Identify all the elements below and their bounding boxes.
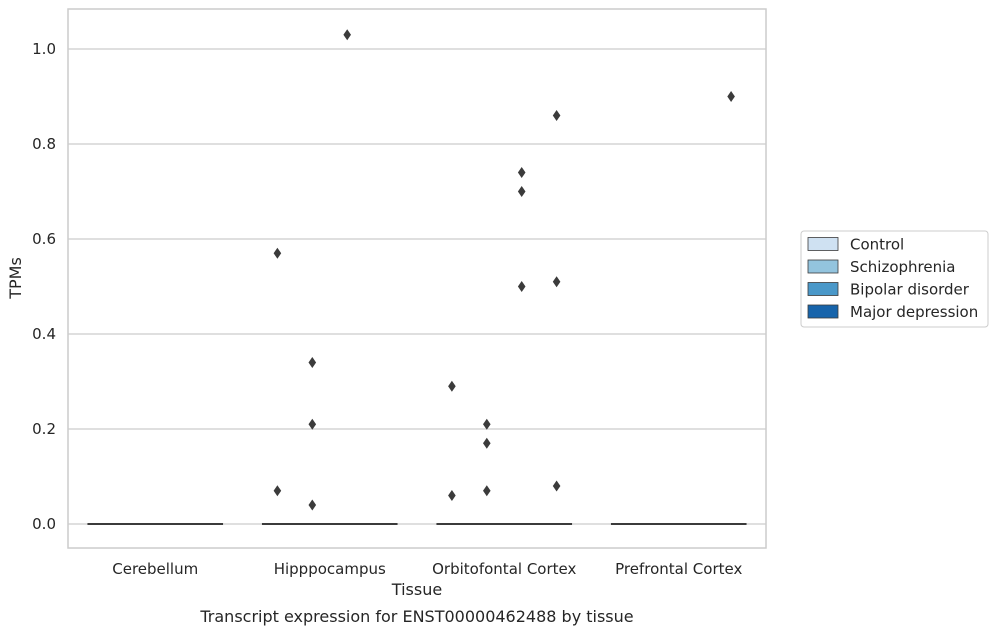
- plot-background: [68, 9, 766, 548]
- outlier-point: [483, 485, 491, 497]
- plot-frame: [67, 8, 767, 549]
- legend-label: Schizophrenia: [850, 258, 955, 276]
- y-tick-label: 0.2: [32, 420, 56, 438]
- outlier-point: [308, 357, 317, 368]
- legend-label: Bipolar disorder: [850, 281, 970, 299]
- outlier-point: [343, 29, 351, 41]
- outlier-point: [517, 186, 526, 197]
- outlier-point: [273, 485, 282, 497]
- outlier-point: [552, 276, 561, 288]
- x-tick-label: Orbitofontal Cortex: [432, 560, 576, 578]
- outlier-point: [448, 380, 456, 392]
- x-tick-label: Prefrontal Cortex: [615, 560, 742, 578]
- y-axis-label: TPMs: [6, 257, 25, 300]
- x-tick-label: Cerebellum: [112, 560, 198, 578]
- x-tick-label: Hipppocampus: [274, 560, 386, 578]
- chart-caption: Transcript expression for ENST0000046248…: [199, 607, 633, 626]
- legend-swatch: [807, 259, 839, 274]
- outlier-point: [483, 437, 491, 449]
- outlier-point: [308, 418, 317, 430]
- x-axis-label: Tissue: [391, 580, 442, 599]
- y-tick-label: 0.6: [32, 230, 56, 248]
- legend-label: Major depression: [850, 303, 978, 321]
- y-tick-label: 0.4: [32, 325, 56, 343]
- legend-frame: [800, 230, 989, 328]
- outlier-point: [448, 490, 456, 501]
- outlier-point: [517, 167, 526, 178]
- outlier-point: [273, 247, 282, 259]
- legend-swatch: [807, 237, 839, 251]
- y-tick-label: 1.0: [32, 40, 56, 58]
- outlier-point: [517, 281, 526, 292]
- legend-swatch: [807, 304, 839, 319]
- legend-swatch: [807, 282, 839, 296]
- outlier-point: [552, 110, 561, 121]
- legend: Control Schizophrenia Bipolar disorder Majo…: [800, 230, 989, 328]
- outlier-point: [308, 499, 317, 511]
- x-tick-labels: Cerebellum Hipppocampus Orbitofontal Corte…: [112, 560, 742, 578]
- y-tick-label: 0.0: [32, 515, 56, 533]
- outlier-point: [727, 91, 735, 102]
- outlier-point: [552, 480, 561, 492]
- outliers: [273, 29, 735, 511]
- y-tick-labels: 0.0 0.2 0.4 0.6 0.8 1.0: [32, 40, 56, 533]
- y-tick-label: 0.8: [32, 135, 56, 153]
- legend-label: Control: [850, 236, 904, 254]
- outlier-point: [483, 418, 491, 430]
